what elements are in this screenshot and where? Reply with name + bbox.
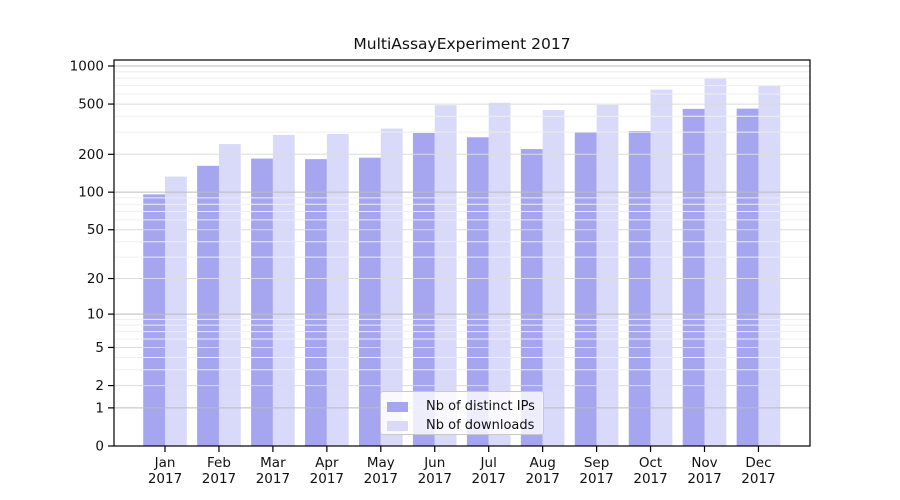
x-tick-label-month: Apr [315,455,339,471]
legend-item-distinct-ips: Nb of distinct IPs [381,397,543,416]
x-tick-label-year: 2017 [418,471,452,487]
bar-downloads [650,89,673,446]
bar-distinct-ips [466,137,489,446]
y-tick-label: 1000 [70,58,104,74]
bar-distinct-ips [520,149,543,447]
bar-downloads [434,105,457,446]
x-tick-label-month: Dec [745,455,771,471]
x-tick-label-year: 2017 [310,471,344,487]
bar-downloads [165,176,187,446]
x-tick-label-month: Mar [260,455,286,471]
chart-title: MultiAssayExperiment 2017 [353,35,571,53]
x-tick-label-month: May [367,455,395,471]
y-tick-label: 200 [78,147,104,163]
bar-distinct-ips [628,131,651,447]
x-tick-label-month: Feb [207,455,231,471]
legend-label-distinct-ips: Nb of distinct IPs [426,399,535,414]
legend-swatch-downloads-icon [387,420,408,431]
y-tick-label: 5 [95,340,104,356]
x-tick-label-month: Oct [639,455,662,471]
legend-swatch-distinct-ips-icon [387,401,408,412]
x-tick-label-month: Nov [691,455,717,471]
x-tick-label-year: 2017 [525,471,559,487]
y-tick-label: 0 [95,439,104,455]
x-tick-label-year: 2017 [202,471,236,487]
y-tick-label: 100 [78,185,104,201]
x-tick-label-month: Jul [480,455,497,471]
x-tick-label-month: Jan [154,455,176,471]
legend: Nb of distinct IPs Nb of downloads [380,391,544,435]
bar-distinct-ips [197,165,219,446]
bar-downloads [758,85,781,446]
y-tick-label: 50 [87,222,104,238]
bar-downloads [596,104,619,447]
bar-downloads [488,102,511,446]
x-tick-label-year: 2017 [256,471,290,487]
y-tick-label: 10 [87,307,104,323]
x-tick-label-month: Jun [423,455,445,471]
x-tick-label-month: Sep [584,455,609,471]
bar-distinct-ips [736,108,759,447]
x-tick-label-year: 2017 [579,471,613,487]
x-tick-label-year: 2017 [633,471,667,487]
x-tick-label-month: Aug [529,455,555,471]
x-tick-label-year: 2017 [364,471,398,487]
x-tick-label-year: 2017 [472,471,506,487]
x-tick-label-year: 2017 [148,471,182,487]
bar-downloads [218,144,241,446]
bar-downloads [272,134,295,446]
bar-downloads [380,128,403,446]
bar-distinct-ips [305,159,327,446]
bar-distinct-ips [682,108,705,447]
x-tick-label-year: 2017 [741,471,775,487]
bar-distinct-ips [574,132,597,447]
x-tick-label-year: 2017 [687,471,721,487]
bar-downloads [704,77,727,447]
bar-downloads [326,133,349,447]
legend-item-downloads: Nb of downloads [381,416,543,435]
bar-distinct-ips [359,157,381,447]
legend-label-downloads: Nb of downloads [426,418,535,433]
y-tick-label: 1 [95,400,104,416]
bar-distinct-ips [251,158,273,446]
y-tick-label: 500 [78,97,104,113]
y-tick-label: 20 [87,271,104,287]
y-tick-label: 2 [95,378,104,394]
plot-border [113,59,811,447]
